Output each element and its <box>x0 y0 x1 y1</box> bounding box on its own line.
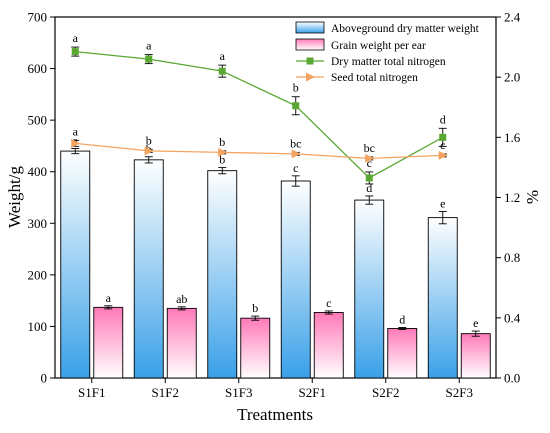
line-seed-nitrogen <box>75 142 443 160</box>
x-tick-label: S1F2 <box>152 385 179 400</box>
y-axis-title: Weight/g <box>5 166 24 228</box>
y-tick-label: 500 <box>28 113 48 128</box>
legend-marker-triangle <box>306 72 315 82</box>
bar-grain-weight <box>460 333 491 379</box>
legend-marker-square <box>306 57 314 65</box>
bar-grain-weight <box>240 317 271 379</box>
y2-tick-label: 1.6 <box>504 130 521 145</box>
sig-letter-grain-weight: b <box>252 301 258 315</box>
bar-grain-weight <box>313 312 344 379</box>
y2-tick-label: 2.0 <box>504 70 520 85</box>
sig-letter-dry-matter-nitrogen: d <box>440 112 446 126</box>
x-tick-label: S2F3 <box>446 385 473 400</box>
y-tick-label: 600 <box>28 61 48 76</box>
sig-letter-dry-matter-weight: c <box>293 161 298 175</box>
sig-letter-seed-nitrogen: b <box>146 133 152 147</box>
y2-tick-label: 0.8 <box>504 250 520 265</box>
x-tick-label: S1F3 <box>225 385 252 400</box>
marker-seed-nitrogen <box>438 150 448 160</box>
marker-dry-matter-nitrogen <box>71 48 79 56</box>
bar-dry-matter-weight <box>280 180 311 379</box>
sig-letter-seed-nitrogen: a <box>73 124 79 138</box>
marker-dry-matter-nitrogen <box>439 133 447 141</box>
marker-dry-matter-nitrogen <box>365 174 373 182</box>
bar-dry-matter-weight <box>354 199 385 379</box>
sig-letter-seed-nitrogen: c <box>440 138 445 152</box>
sig-letter-dry-matter-nitrogen: a <box>220 49 226 63</box>
y2-tick-label: 1.2 <box>504 190 520 205</box>
legend-label-dry-matter-weight: Aboveground dry matter weight <box>331 23 480 35</box>
marker-seed-nitrogen <box>218 147 228 157</box>
sig-letter-seed-nitrogen: bc <box>364 141 375 155</box>
legend-swatch-dry-matter-weight <box>295 21 325 34</box>
marker-seed-nitrogen <box>291 149 301 159</box>
legend-swatch-grain-weight <box>295 38 325 51</box>
sig-letter-dry-matter-nitrogen: a <box>146 39 152 53</box>
y2-tick-label: 0.4 <box>504 310 521 325</box>
marker-seed-nitrogen <box>365 153 375 163</box>
x-axis-title: Treatments <box>237 405 313 424</box>
y-tick-label: 300 <box>28 216 48 231</box>
y-tick-label: 0 <box>41 371 48 386</box>
legend: Aboveground dry matter weight Grain weig… <box>295 21 480 84</box>
bars-layer: aababbbccddee <box>60 134 491 379</box>
sig-letter-dry-matter-weight: d <box>366 181 372 195</box>
x-tick-label: S2F2 <box>372 385 399 400</box>
legend-label-seed-nitrogen: Seed total nitrogen <box>331 72 418 84</box>
sig-letter-dry-matter-nitrogen: a <box>73 31 79 45</box>
marker-dry-matter-nitrogen <box>292 102 300 110</box>
marker-dry-matter-nitrogen <box>145 55 153 63</box>
y-tick-label: 400 <box>28 164 48 179</box>
sig-letter-dry-matter-nitrogen: c <box>367 156 372 170</box>
axes-layer: 0 100 200 300 400 500 600 700 0.0 0.4 0.8 1.2 1.6 2.0… <box>28 10 521 401</box>
x-tick-label: S2F1 <box>299 385 326 400</box>
bar-dry-matter-weight <box>427 217 458 379</box>
sig-letter-seed-nitrogen: bc <box>290 136 301 150</box>
x-tick-label: S1F1 <box>78 385 105 400</box>
line-dry-matter-nitrogen <box>75 50 444 179</box>
y2-axis-title: % <box>523 190 542 204</box>
marker-seed-nitrogen <box>71 138 81 148</box>
bar-grain-weight <box>387 328 418 379</box>
sig-letter-dry-matter-weight: e <box>440 196 445 210</box>
sig-letter-grain-weight: c <box>326 296 331 310</box>
y2-tick-label: 2.4 <box>504 10 521 25</box>
sig-letter-seed-nitrogen: b <box>219 135 225 149</box>
bar-grain-weight <box>166 307 197 379</box>
y-tick-label: 200 <box>28 267 48 282</box>
sig-letter-grain-weight: d <box>399 312 405 326</box>
sig-letter-grain-weight: ab <box>176 292 187 306</box>
legend-label-dry-matter-nitrogen: Dry matter total nitrogen <box>331 56 446 68</box>
y2-tick-label: 0.0 <box>504 371 520 386</box>
sig-letter-grain-weight: e <box>473 316 478 330</box>
sig-letter-dry-matter-weight: b <box>219 153 225 167</box>
y-tick-label: 700 <box>28 10 48 25</box>
sig-letter-grain-weight: a <box>106 291 112 305</box>
marker-dry-matter-nitrogen <box>218 67 226 75</box>
legend-label-grain-weight: Grain weight per ear <box>331 40 426 52</box>
bar-dry-matter-weight <box>133 159 164 379</box>
bar-dry-matter-weight <box>60 150 91 379</box>
bar-grain-weight <box>93 306 124 379</box>
y-tick-label: 100 <box>28 319 48 334</box>
bar-dry-matter-weight <box>207 170 238 379</box>
sig-letter-dry-matter-nitrogen: b <box>293 81 299 95</box>
marker-seed-nitrogen <box>144 146 154 156</box>
